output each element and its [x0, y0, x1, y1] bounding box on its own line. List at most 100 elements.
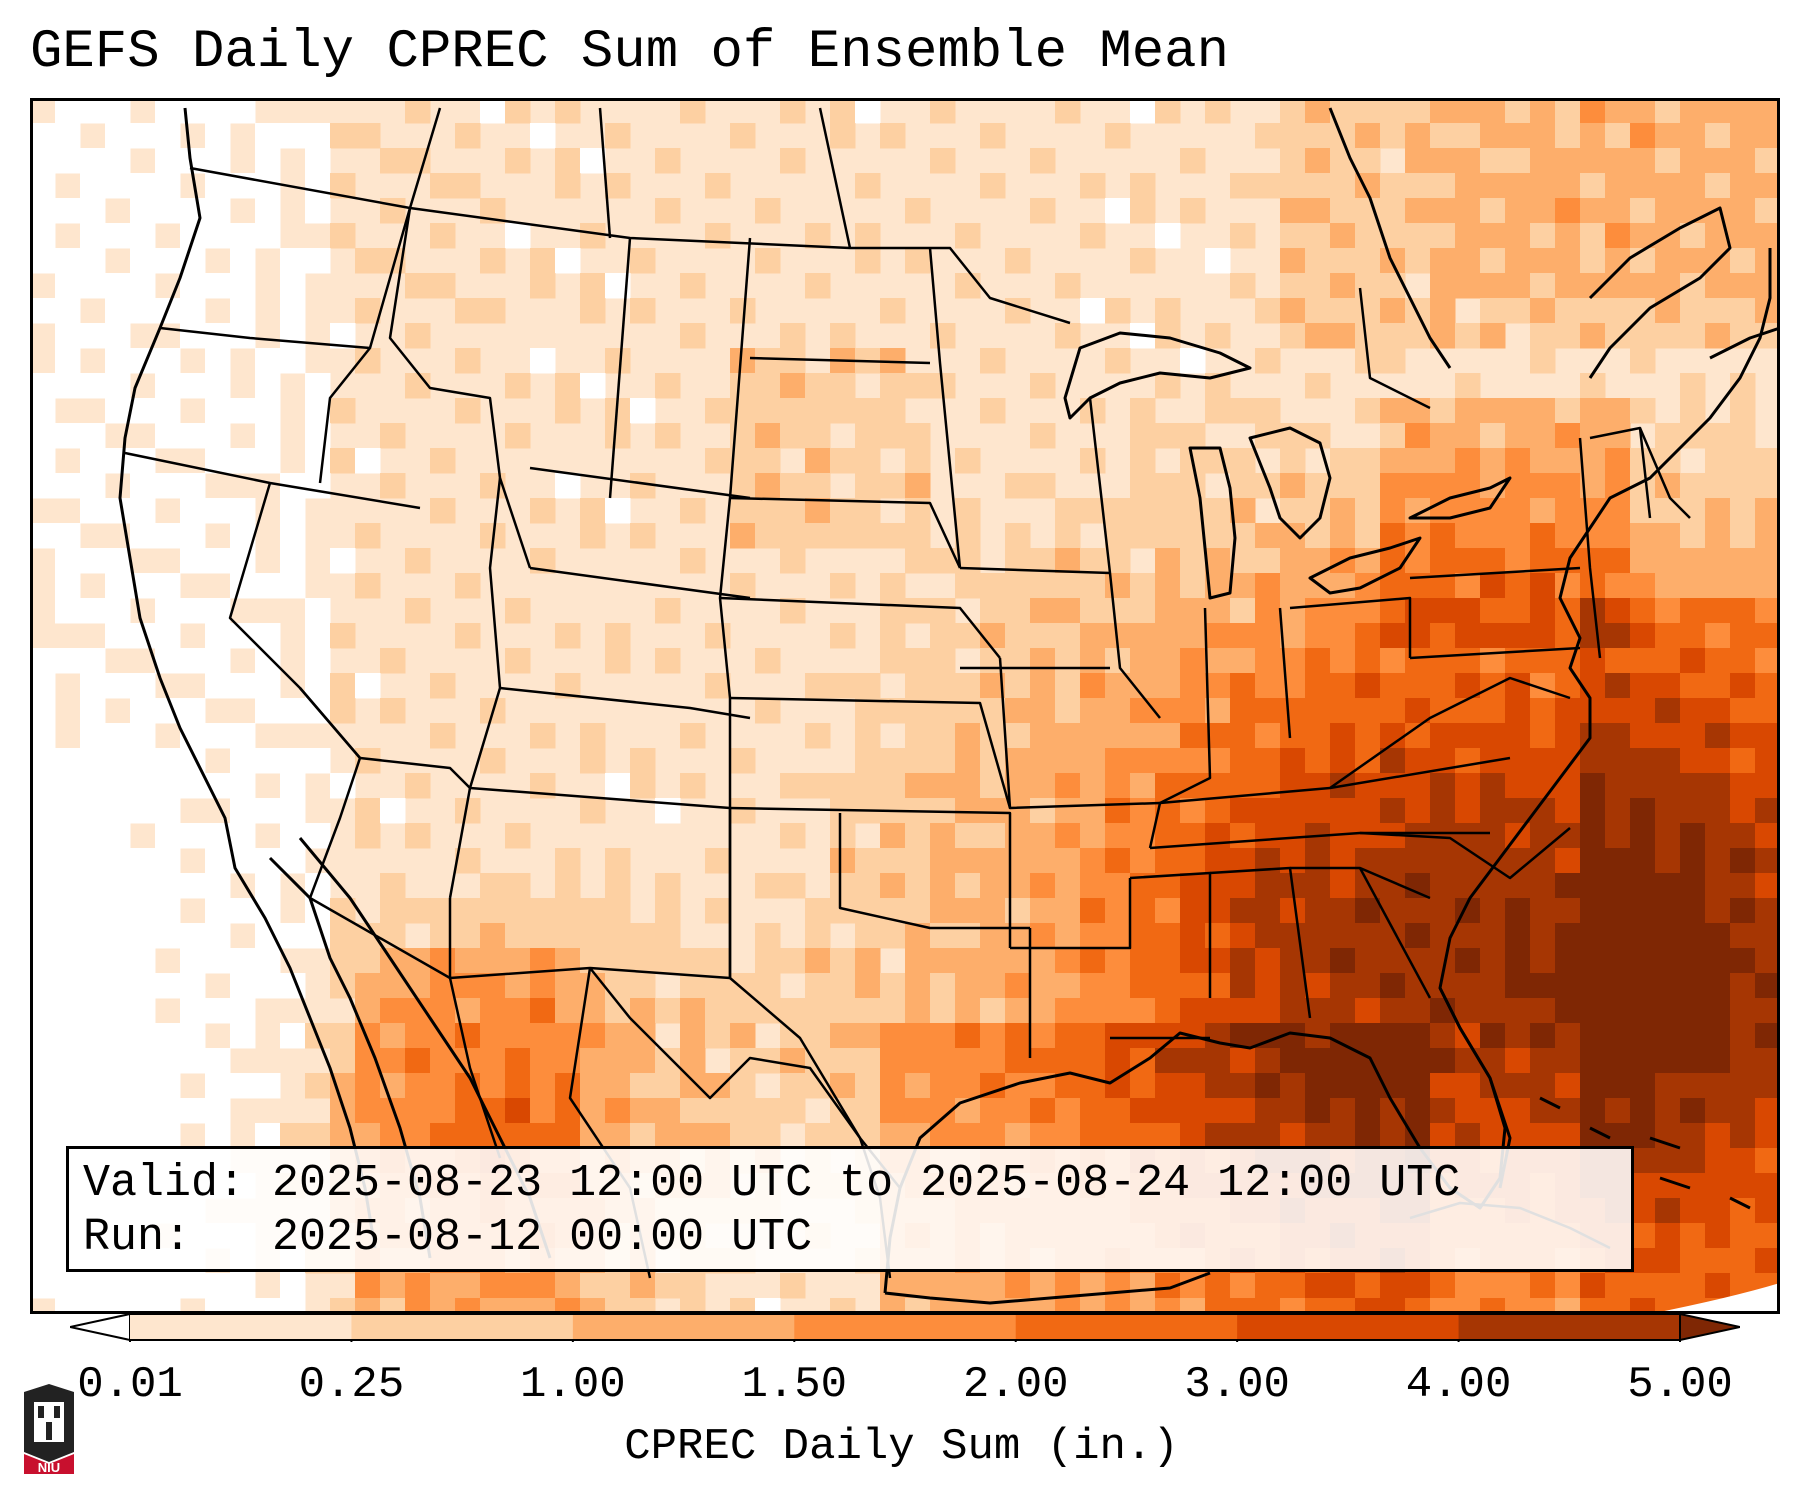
- precip-cell: [1280, 1098, 1306, 1124]
- precip-cell: [1455, 98, 1481, 124]
- precip-cell: [880, 748, 906, 774]
- precip-cell: [1455, 773, 1481, 799]
- precip-cell: [1705, 748, 1731, 774]
- precip-cell: [955, 748, 981, 774]
- precip-cell: [1505, 773, 1531, 799]
- precip-cell: [1480, 398, 1506, 424]
- precip-cell: [280, 748, 306, 774]
- precip-cell: [305, 748, 331, 774]
- precip-cell: [405, 598, 431, 624]
- precip-cell: [1605, 923, 1631, 949]
- precip-cell: [1055, 973, 1081, 999]
- precip-cell: [1705, 1198, 1731, 1224]
- precip-cell: [1630, 1148, 1656, 1174]
- precip-cell: [1705, 1148, 1731, 1174]
- precip-cell: [1355, 223, 1381, 249]
- precip-cell: [805, 423, 831, 449]
- precipitation-map[interactable]: [30, 98, 1780, 1314]
- precip-cell: [1430, 623, 1456, 649]
- precip-cell: [1705, 848, 1731, 874]
- precip-cell: [1680, 1023, 1706, 1049]
- precip-cell: [355, 448, 381, 474]
- precip-cell: [980, 1023, 1006, 1049]
- precip-cell: [1130, 648, 1156, 674]
- precip-cell: [1380, 448, 1406, 474]
- precip-cell: [705, 1023, 731, 1049]
- precip-cell: [1155, 423, 1181, 449]
- precip-cell: [1230, 748, 1256, 774]
- precip-cell: [30, 248, 56, 274]
- precip-cell: [330, 948, 356, 974]
- precip-cell: [1180, 198, 1206, 224]
- precip-cell: [1230, 623, 1256, 649]
- precip-cell: [1655, 1273, 1681, 1299]
- precip-cell: [1105, 748, 1131, 774]
- precip-cell: [805, 273, 831, 299]
- precip-cell: [55, 998, 81, 1024]
- precip-cell: [830, 1298, 856, 1314]
- precip-cell: [1455, 648, 1481, 674]
- precip-cell: [605, 1023, 631, 1049]
- precip-cell: [1005, 673, 1031, 699]
- precip-cell: [1630, 348, 1656, 374]
- precip-cell: [1430, 1273, 1456, 1299]
- precip-cell: [830, 623, 856, 649]
- precip-cell: [1180, 348, 1206, 374]
- precip-cell: [380, 898, 406, 924]
- precip-cell: [205, 623, 231, 649]
- precip-cell: [255, 648, 281, 674]
- precip-cell: [1505, 598, 1531, 624]
- precip-cell: [55, 148, 81, 174]
- precip-cell: [1430, 473, 1456, 499]
- precip-cell: [155, 1123, 181, 1149]
- precip-cell: [730, 123, 756, 149]
- precip-cell: [30, 1198, 56, 1224]
- precip-cell: [1480, 248, 1506, 274]
- precip-cell: [280, 848, 306, 874]
- precip-cell: [1080, 673, 1106, 699]
- precip-cell: [455, 1273, 481, 1299]
- precip-cell: [1530, 1273, 1556, 1299]
- precip-cell: [1655, 273, 1681, 299]
- precip-cell: [880, 848, 906, 874]
- precip-cell: [1330, 973, 1356, 999]
- precip-cell: [405, 898, 431, 924]
- precip-cell: [1080, 1098, 1106, 1124]
- precip-cell: [155, 423, 181, 449]
- precip-cell: [1305, 173, 1331, 199]
- precip-cell: [555, 1298, 581, 1314]
- precip-cell: [1105, 1048, 1131, 1074]
- colorbar-tick-label: 3.00: [1184, 1360, 1290, 1410]
- precip-cell: [855, 748, 881, 774]
- precip-cell: [1380, 1298, 1406, 1314]
- precip-cell: [305, 248, 331, 274]
- precip-cell: [555, 1123, 581, 1149]
- precip-cell: [1180, 923, 1206, 949]
- precip-cell: [1555, 698, 1581, 724]
- precip-cell: [1705, 723, 1731, 749]
- precip-cell: [1755, 948, 1780, 974]
- precip-cell: [1355, 523, 1381, 549]
- precip-cell: [580, 923, 606, 949]
- precip-cell: [130, 1273, 156, 1299]
- precip-cell: [1155, 648, 1181, 674]
- precip-cell: [605, 1123, 631, 1149]
- precip-cell: [580, 1023, 606, 1049]
- precip-cell: [55, 598, 81, 624]
- precip-cell: [1705, 423, 1731, 449]
- precip-cell: [1430, 598, 1456, 624]
- precip-cell: [1405, 998, 1431, 1024]
- precip-cell: [480, 748, 506, 774]
- precip-cell: [105, 348, 131, 374]
- precip-cell: [1705, 1273, 1731, 1299]
- precip-cell: [1455, 548, 1481, 574]
- precip-cell: [1505, 848, 1531, 874]
- precip-cell: [330, 1048, 356, 1074]
- precip-cell: [780, 1098, 806, 1124]
- precip-cell: [1580, 548, 1606, 574]
- precip-cell: [1255, 598, 1281, 624]
- precip-cell: [1655, 523, 1681, 549]
- precip-cell: [1355, 298, 1381, 324]
- precip-cell: [30, 1223, 56, 1249]
- precip-cell: [1730, 798, 1756, 824]
